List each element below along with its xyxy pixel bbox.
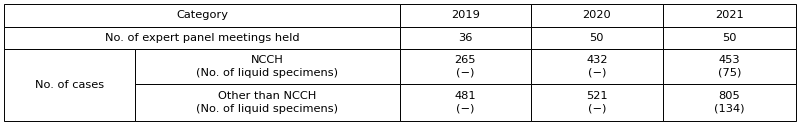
Text: 2019: 2019 [451,10,480,20]
Polygon shape [400,27,530,49]
Polygon shape [4,27,400,49]
Polygon shape [400,49,530,84]
Polygon shape [530,49,663,84]
Polygon shape [663,27,796,49]
Text: 50: 50 [722,33,737,43]
Polygon shape [530,4,663,27]
Polygon shape [663,49,796,84]
Text: 453
(75): 453 (75) [718,55,741,78]
Polygon shape [4,4,400,27]
Text: 265
(−): 265 (−) [454,55,476,78]
Text: NCCH
(No. of liquid specimens): NCCH (No. of liquid specimens) [196,55,338,78]
Text: 481
(−): 481 (−) [454,91,476,114]
Text: 36: 36 [458,33,473,43]
Text: 521
(−): 521 (−) [586,91,608,114]
Polygon shape [400,4,530,27]
Text: 2020: 2020 [582,10,611,20]
Text: No. of cases: No. of cases [34,80,104,90]
Text: 805
(134): 805 (134) [714,91,745,114]
Text: 2021: 2021 [715,10,744,20]
Text: Category: Category [176,10,228,20]
Polygon shape [663,4,796,27]
Polygon shape [663,84,796,121]
Polygon shape [530,84,663,121]
Text: 432
(−): 432 (−) [586,55,607,78]
Text: 50: 50 [590,33,604,43]
Text: No. of expert panel meetings held: No. of expert panel meetings held [105,33,299,43]
Polygon shape [530,27,663,49]
Polygon shape [4,49,134,121]
Text: Other than NCCH
(No. of liquid specimens): Other than NCCH (No. of liquid specimens… [196,91,338,114]
Polygon shape [400,84,530,121]
Polygon shape [134,49,400,84]
Polygon shape [134,84,400,121]
